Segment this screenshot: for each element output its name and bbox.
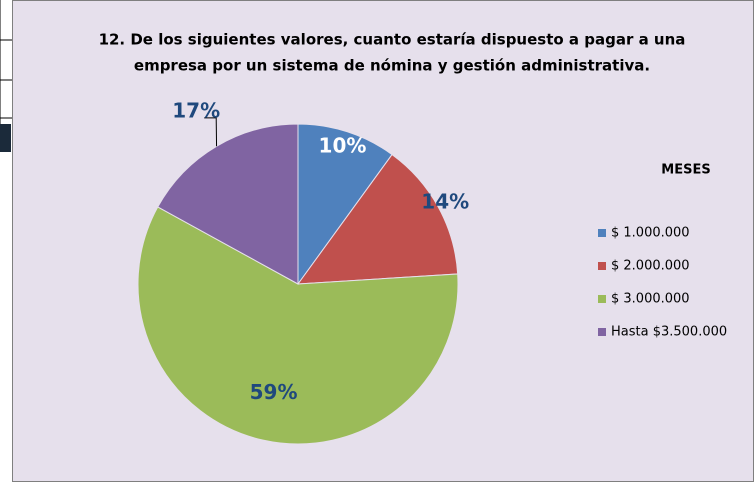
legend-label: $ 1.000.000 <box>611 226 690 241</box>
legend-label: Hasta $3.500.000 <box>611 325 727 340</box>
legend-swatch <box>598 229 606 237</box>
legend: $ 1.000.000 $ 2.000.000 $ 3.000.000 Hasta $… <box>598 226 727 340</box>
chart-title: empresa por un sistema de nómina y gesti… <box>134 57 650 75</box>
pie: 10% 14% 59% 17% <box>137 98 469 445</box>
pie-slice <box>297 123 393 286</box>
data-label: 14% <box>421 190 469 214</box>
pie-slice <box>157 123 299 285</box>
sheet-fragment <box>0 0 12 152</box>
pie-slice <box>296 153 459 285</box>
leader-line <box>204 117 218 147</box>
pie-slice <box>137 206 459 445</box>
legend-swatch <box>598 328 606 336</box>
data-label: 17% <box>172 98 220 122</box>
legend-label: $ 2.000.000 <box>611 259 690 274</box>
legend-title: MESES <box>661 163 710 178</box>
legend-swatch <box>598 295 606 303</box>
data-label: 59% <box>250 380 298 404</box>
legend-label: $ 3.000.000 <box>611 292 690 307</box>
legend-swatch <box>598 262 606 270</box>
chart-title: 12. De los siguientes valores, cuanto es… <box>99 31 686 49</box>
data-label: 10% <box>319 134 367 158</box>
